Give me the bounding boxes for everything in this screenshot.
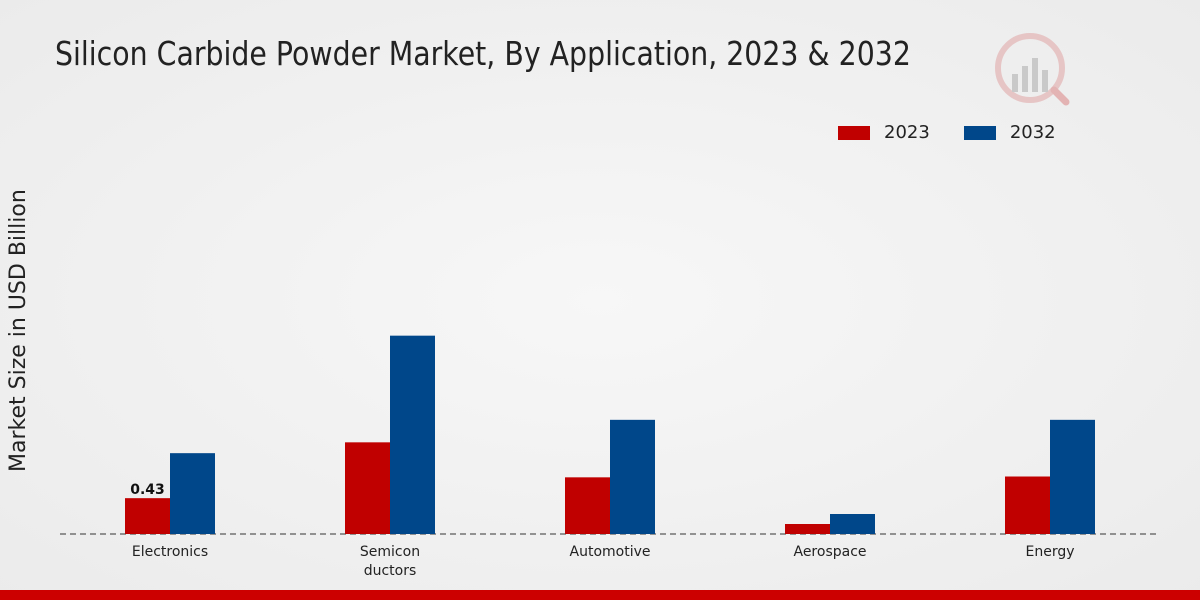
- brand-chart-logo-icon: [994, 30, 1072, 110]
- bar-2023-automotive[interactable]: [565, 477, 610, 534]
- x-tick-label: Energy: [1025, 544, 1074, 560]
- bar-2032-semiconductors[interactable]: [390, 335, 435, 534]
- legend-item-2032[interactable]: 2032: [963, 122, 1056, 143]
- bar-2032-energy[interactable]: [1050, 419, 1095, 534]
- x-tick-label: Electronics: [132, 544, 208, 560]
- bar-2023-electronics[interactable]: [125, 498, 170, 534]
- logo-graphic: [995, 33, 1070, 106]
- chart-legend: 2023 2032: [838, 122, 1090, 143]
- legend-label-2023: 2023: [884, 122, 930, 143]
- x-tick-label: Semicon ductors: [360, 544, 420, 579]
- legend-item-2023[interactable]: 2023: [838, 122, 930, 143]
- bar-2032-automotive[interactable]: [610, 419, 655, 534]
- legend-swatch-2023: [838, 125, 870, 140]
- legend-swatch-2032: [963, 125, 996, 140]
- bottom-accent-bar: [0, 590, 1200, 600]
- chart-title: Silicon Carbide Powder Market, By Applic…: [55, 34, 911, 73]
- bar-2032-aerospace[interactable]: [830, 514, 875, 534]
- x-tick-label: Aerospace: [793, 544, 866, 560]
- bar-2032-electronics[interactable]: [170, 453, 215, 534]
- legend-label-2032: 2032: [1009, 122, 1056, 143]
- bar-2023-semiconductors[interactable]: [345, 442, 390, 534]
- x-tick-label: Automotive: [570, 544, 651, 560]
- bar-2023-aerospace[interactable]: [785, 524, 830, 534]
- bar-2023-energy[interactable]: [1005, 476, 1050, 535]
- data-label: 0.43: [130, 482, 165, 498]
